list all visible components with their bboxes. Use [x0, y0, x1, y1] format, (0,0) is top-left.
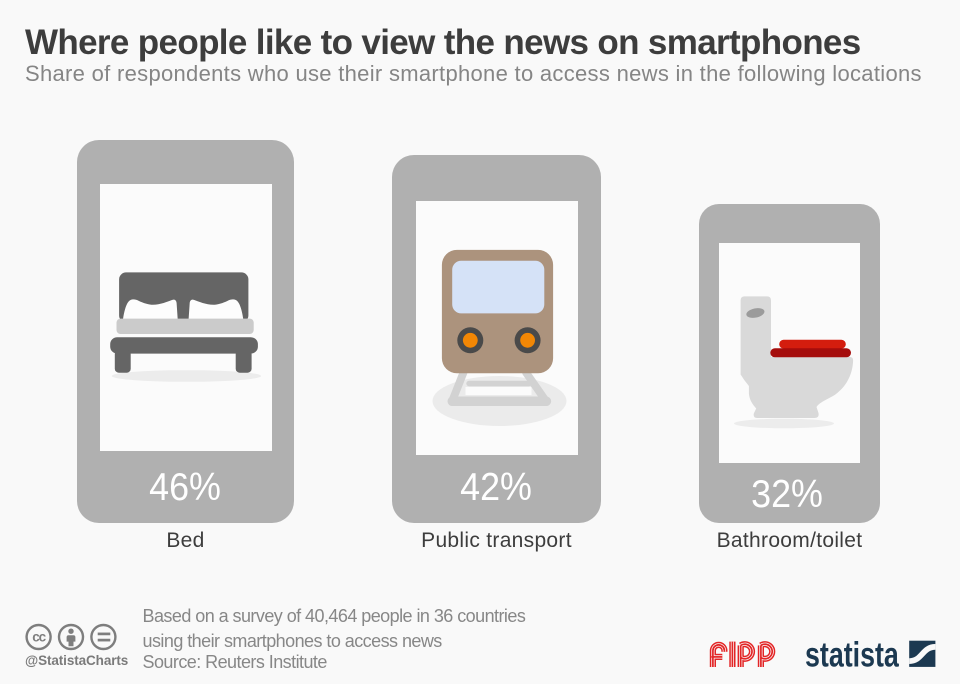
svg-text:statista: statista [805, 635, 899, 674]
svg-text:cc: cc [32, 630, 46, 645]
